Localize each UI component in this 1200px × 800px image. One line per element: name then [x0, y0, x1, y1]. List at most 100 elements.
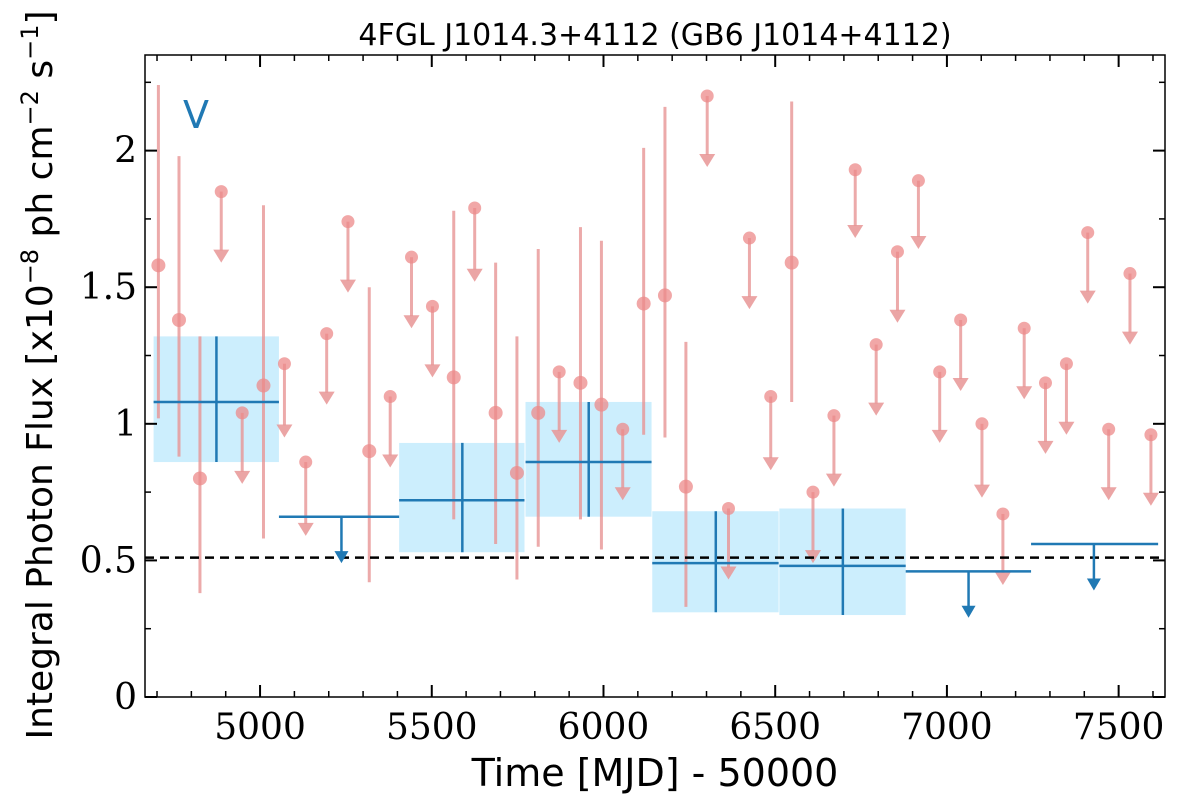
monthly-point-10 — [594, 397, 609, 412]
monthly-ul-point-17 — [827, 409, 841, 423]
monthly-ul-point-22 — [933, 365, 947, 379]
monthly-ul-point-28 — [1059, 357, 1073, 371]
monthly-point-14 — [784, 255, 799, 270]
monthly-ul-arrow-21 — [910, 235, 927, 249]
monthly-ul-arrow-23 — [952, 378, 969, 392]
axes-frame — [144, 54, 1166, 698]
monthly-ul-point-13 — [721, 501, 735, 515]
monthly-ul-point-27 — [1038, 376, 1052, 390]
monthly-ul-point-21 — [911, 174, 925, 188]
monthly-ul-point-31 — [1123, 267, 1137, 281]
monthly-point-12 — [657, 288, 672, 303]
chart-title: 4FGL J1014.3+4112 (GB6 J1014+4112) — [358, 18, 951, 53]
y-tick-label-0: 0 — [114, 677, 137, 718]
monthly-point-1 — [172, 312, 186, 327]
monthly-ul-point-29 — [1081, 226, 1095, 240]
x-tick-label-2: 6000 — [558, 707, 650, 748]
monthly-ul-arrow-25 — [994, 571, 1011, 585]
monthly-point-2 — [192, 471, 207, 486]
monthly-ul-arrow-29 — [1079, 290, 1096, 304]
monthly-ul-point-4 — [320, 327, 334, 341]
monthly-ul-point-11 — [616, 422, 630, 436]
monthly-ul-point-32 — [1144, 428, 1158, 442]
x-tick-label-1: 5500 — [386, 707, 478, 748]
monthly-ul-arrow-15 — [762, 457, 779, 471]
monthly-point-13 — [678, 479, 693, 494]
plot-area: 5000 5500 6000 6500 7000 7500 0 0.5 1 1.5 2 — [80, 54, 1166, 748]
monthly-ul-arrow-30 — [1100, 487, 1117, 501]
monthly-ul-arrow-9 — [466, 268, 483, 282]
monthly-point-5 — [446, 370, 461, 385]
y-tick-label-4: 2 — [114, 131, 137, 172]
y-tick-label-1: 0.5 — [80, 540, 137, 581]
monthly-ul-arrow-24 — [973, 484, 990, 498]
monthly-ul-arrow-8 — [424, 364, 441, 378]
monthly-ul-point-10 — [552, 365, 566, 379]
monthly-ul-point-8 — [425, 299, 439, 313]
x-tick-label-4: 7000 — [901, 707, 993, 748]
monthly-ul-arrow-10 — [551, 429, 568, 443]
monthly-point-8 — [531, 405, 546, 420]
monthly-ul-arrow-0 — [213, 249, 230, 263]
monthly-ul-point-19 — [869, 338, 883, 352]
monthly-point-0 — [151, 258, 166, 273]
monthly-ul-point-6 — [383, 389, 397, 403]
yearly-ul-arrow-0 — [334, 551, 349, 564]
monthly-ul-arrow-27 — [1037, 440, 1054, 454]
monthly-ul-arrow-19 — [868, 402, 885, 416]
monthly-ul-point-16 — [806, 485, 820, 499]
monthly-ul-point-24 — [975, 417, 989, 431]
monthly-point-7 — [509, 465, 524, 480]
monthly-ul-point-20 — [890, 245, 904, 259]
monthly-ul-arrow-28 — [1058, 421, 1075, 435]
spectral-class-annotation: V — [183, 93, 209, 137]
monthly-ul-point-3 — [299, 455, 313, 469]
monthly-ul-point-15 — [764, 389, 778, 403]
monthly-ul-arrow-18 — [847, 225, 864, 239]
monthly-point-9 — [573, 375, 588, 390]
monthly-ul-arrow-1 — [234, 470, 251, 484]
monthly-point-4 — [362, 444, 377, 459]
y-tick-label-3: 1.5 — [80, 267, 137, 308]
monthly-ul-arrow-20 — [889, 309, 906, 323]
monthly-ul-arrow-32 — [1142, 492, 1159, 506]
x-tick-label-0: 5000 — [214, 707, 306, 748]
monthly-ul-point-18 — [848, 163, 862, 177]
x-axis-label: Time [MJD] - 50000 — [471, 751, 839, 795]
y-tick-label-2: 1 — [114, 404, 137, 445]
x-tick-label-3: 6500 — [729, 707, 821, 748]
monthly-ul-point-25 — [996, 507, 1010, 521]
monthly-ul-point-0 — [214, 185, 228, 199]
monthly-ul-point-5 — [341, 215, 355, 229]
monthly-ul-arrow-4 — [318, 391, 335, 405]
yearly-ul-arrow-2 — [1086, 578, 1101, 591]
monthly-ul-arrow-6 — [382, 454, 399, 468]
monthly-ul-arrow-22 — [931, 429, 948, 443]
monthly-ul-arrow-11 — [614, 487, 631, 501]
monthly-ul-point-1 — [235, 406, 249, 420]
x-tick-label-5: 7500 — [1073, 707, 1165, 748]
monthly-ul-point-7 — [405, 250, 419, 264]
monthly-ul-point-12 — [700, 89, 714, 103]
monthly-ul-point-26 — [1017, 321, 1031, 335]
monthly-ul-arrow-3 — [297, 522, 314, 536]
monthly-ul-arrow-2 — [276, 424, 293, 438]
monthly-ul-arrow-7 — [403, 315, 420, 329]
monthly-ul-arrow-17 — [825, 473, 842, 487]
monthly-point-6 — [488, 405, 503, 420]
monthly-ul-point-30 — [1102, 422, 1116, 436]
monthly-ul-arrow-5 — [339, 279, 356, 293]
monthly-point-11 — [636, 296, 651, 311]
monthly-ul-arrow-26 — [1016, 386, 1033, 400]
monthly-ul-point-9 — [468, 201, 482, 215]
y-axis-label: Integral Photon Flux [x10−8 ph cm−2 s−1] — [16, 10, 61, 739]
monthly-ul-point-14 — [742, 231, 756, 245]
monthly-ul-point-2 — [277, 357, 291, 371]
monthly-ul-arrow-13 — [720, 566, 737, 580]
monthly-ul-arrow-14 — [741, 296, 758, 310]
monthly-ul-arrow-31 — [1121, 331, 1138, 345]
monthly-ul-point-23 — [954, 313, 968, 327]
monthly-point-3 — [256, 378, 271, 393]
monthly-ul-arrow-12 — [699, 154, 716, 168]
